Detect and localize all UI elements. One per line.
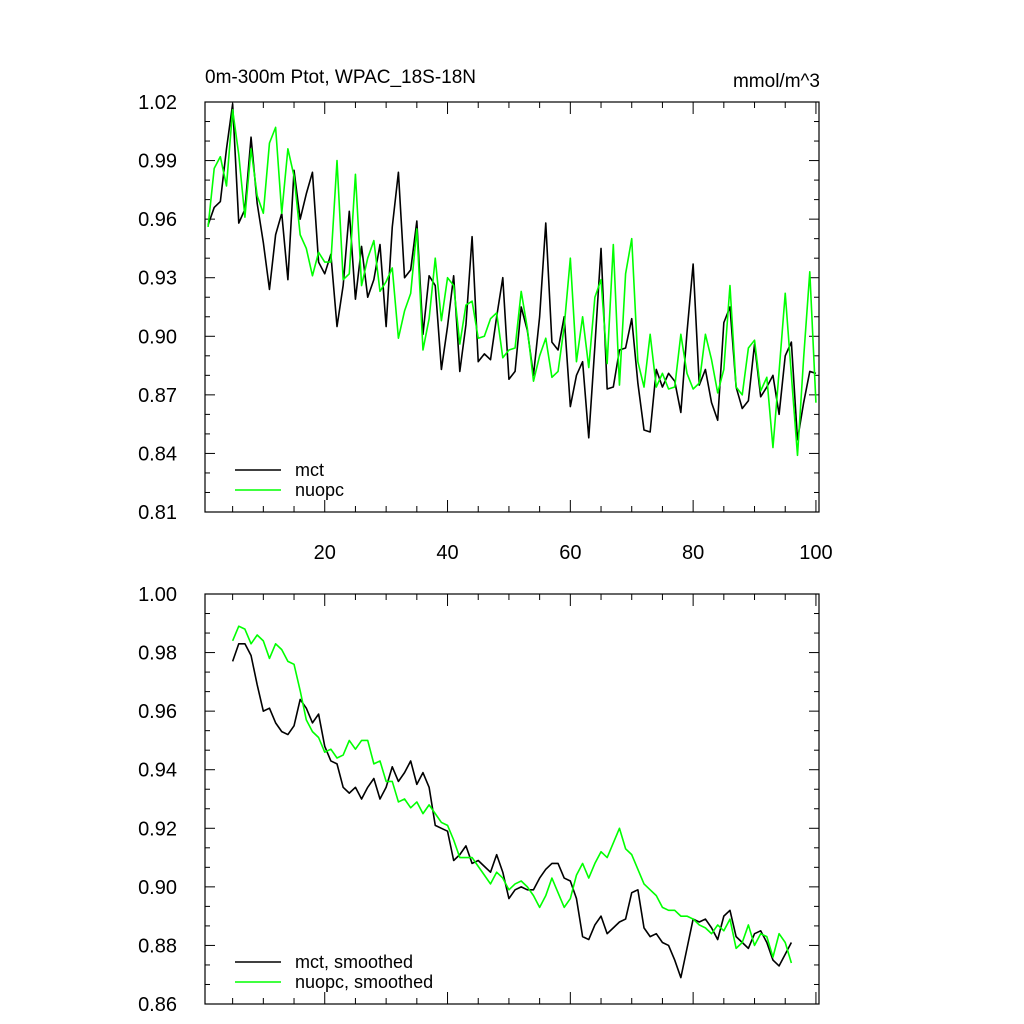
x-tick-label: 100 [799, 542, 832, 564]
y-tick-label: 0.84 [138, 443, 177, 465]
top-y-tick-labels: 0.81 0.84 0.87 0.90 0.93 0.96 0.99 1.02 [138, 92, 177, 524]
y-tick-label: 0.88 [138, 935, 177, 957]
y-tick-label: 0.86 [138, 994, 177, 1016]
series-line-nuopc-smoothed [231, 625, 793, 964]
top-series-lines [207, 103, 817, 457]
x-tick-label: 40 [436, 542, 458, 564]
legend-mct-smoothed-label: mct, smoothed [295, 952, 413, 972]
y-tick-label: 0.81 [138, 502, 177, 524]
top-legend: mct nuopc [235, 460, 344, 500]
y-tick-label: 1.00 [138, 584, 177, 606]
bottom-legend: mct, smoothed nuopc, smoothed [235, 952, 433, 992]
y-tick-label: 0.96 [138, 209, 177, 231]
y-tick-label: 0.87 [138, 385, 177, 407]
legend-nuopc-smoothed-label: nuopc, smoothed [295, 972, 433, 992]
top-tick-marks [205, 101, 819, 513]
y-tick-label: 0.90 [138, 877, 177, 899]
y-tick-label: 0.94 [138, 760, 177, 782]
bottom-plot-frame [204, 593, 820, 1005]
x-tick-label: 80 [682, 542, 704, 564]
y-tick-label: 0.96 [138, 701, 177, 723]
series-line-mct [207, 103, 817, 441]
y-tick-label: 0.90 [138, 326, 177, 348]
series-line-nuopc [207, 109, 817, 457]
top-chart-title: 0m-300m Ptot, WPAC_18S-18N [205, 67, 476, 88]
bottom-y-tick-labels: 0.86 0.88 0.90 0.92 0.94 0.96 0.98 1.00 [138, 584, 177, 1016]
y-tick-label: 0.98 [138, 643, 177, 665]
x-tick-label: 60 [559, 542, 581, 564]
x-tick-label: 20 [314, 542, 336, 564]
bottom-tick-marks [205, 593, 819, 1005]
bottom-series-lines [231, 625, 793, 979]
y-tick-label: 0.92 [138, 818, 177, 840]
top-x-tick-labels: 20 40 60 80 100 [314, 542, 833, 564]
legend-mct-label: mct [295, 460, 324, 480]
y-tick-label: 0.93 [138, 268, 177, 290]
y-tick-label: 1.02 [138, 92, 177, 114]
series-line-mct-smoothed [231, 642, 793, 979]
top-chart-units: mmol/m^3 [733, 71, 820, 92]
y-tick-label: 0.99 [138, 151, 177, 173]
bottom-chart-panel: 0.86 0.88 0.90 0.92 0.94 0.96 0.98 1.00 mct, sm… [138, 584, 820, 1016]
top-chart-panel: 0m-300m Ptot, WPAC_18S-18N mmol/m^3 0.81… [138, 67, 833, 564]
top-plot-frame [204, 101, 820, 513]
legend-nuopc-label: nuopc [295, 480, 344, 500]
